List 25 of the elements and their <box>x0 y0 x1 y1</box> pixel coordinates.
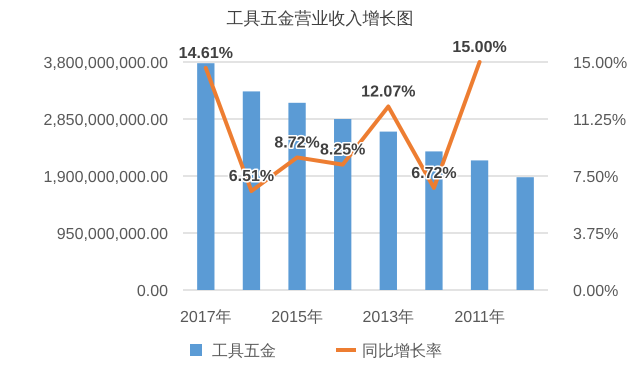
x-tick-label: 2013年 <box>362 309 414 326</box>
y-tick-label: 0.00 <box>136 283 168 300</box>
x-tick-label: 2015年 <box>271 309 323 326</box>
legend-label: 同比增长率 <box>362 342 442 360</box>
y-tick-label: 3,800,000,000.00 <box>43 55 168 72</box>
bar <box>470 160 488 290</box>
y-tick-label: 2,850,000,000.00 <box>43 112 168 129</box>
y-tick-label: 950,000,000.00 <box>56 226 168 243</box>
y2-tick-label: 11.25% <box>573 112 626 129</box>
y2-tick-label: 0.00% <box>573 283 618 300</box>
data-label: 15.00% <box>452 39 507 56</box>
x-tick-label: 2011年 <box>454 309 505 326</box>
y-tick-label: 1,900,000,000.00 <box>43 169 168 186</box>
x-tick-label: 2017年 <box>180 309 232 326</box>
y2-tick-label: 15.00% <box>573 55 628 72</box>
y2-tick-label: 7.50% <box>573 169 618 186</box>
bar <box>380 132 397 290</box>
legend-label: 工具五金 <box>212 343 276 360</box>
data-label: 14.61% <box>178 44 233 62</box>
bar <box>516 177 534 290</box>
title: 工具五金营业收入增长图 <box>226 9 414 28</box>
data-label: 12.07% <box>361 84 416 101</box>
bar <box>197 63 214 290</box>
line-series <box>204 60 482 194</box>
y2-tick-label: 3.75% <box>573 226 618 243</box>
